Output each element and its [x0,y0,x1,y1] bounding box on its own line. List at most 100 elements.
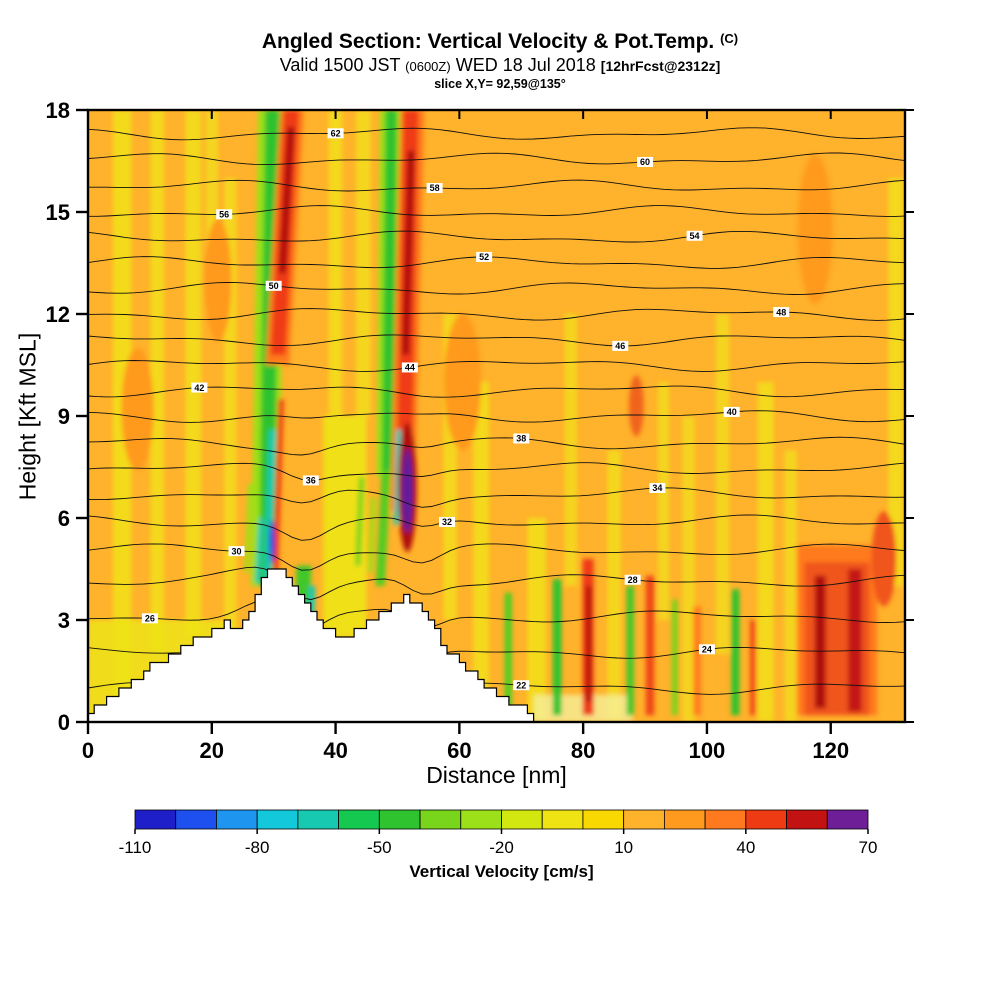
forecast-tag-text: [12hrFcst@2312z] [600,58,721,74]
velocity-blob [269,519,275,564]
y-tick-label: 6 [58,506,70,531]
chart-title-unit: (C) [720,31,739,46]
isentrope-label-box [624,574,641,585]
velocity-band [393,429,402,525]
isentrope-label-box [265,280,282,291]
velocity-blob [797,154,833,304]
isentrope-label: 50 [269,281,279,291]
y-tick-label: 0 [58,710,70,735]
isentrope-label: 34 [652,483,662,493]
colorbar-segment [623,809,665,830]
colorbar-tick-label: 10 [614,838,633,857]
isentrope-label: 22 [516,680,526,690]
colorbar-segment [460,809,502,830]
isentrope-line [88,230,905,243]
terrain-mask [88,568,540,722]
velocity-band [693,606,701,716]
colorbar-segment [541,809,584,830]
x-tick-label: 40 [323,738,347,763]
velocity-band [586,586,592,702]
isentrope-label-box [513,680,530,691]
valid-zulu-text: (0600Z) [405,59,451,74]
isentrope-line [88,334,905,347]
velocity-stripe [527,518,547,722]
isentrope-label-box [438,516,455,527]
colorbar-segment [501,809,543,830]
isentrope-layer: 22 24 26 28 30 32 34 36 38 40 42 44 46 48 50 52 54 56 58 60… [88,127,905,700]
isentrope-label: 28 [628,575,638,585]
velocity-blob [871,511,897,607]
isentrope-line [88,543,905,571]
isentrope-line [88,436,905,456]
isentrope-line [88,282,905,295]
isentrope-label-box [191,382,208,393]
x-tick-label: 120 [812,738,849,763]
velocity-stripe [607,450,621,722]
isentrope-label-box [228,546,245,557]
colorbar-segment [826,809,869,830]
x-tick-label: 100 [689,738,726,763]
colorbar-tick-label: -20 [489,838,514,857]
colorbar-segment [256,809,299,830]
isentrope-label-box [426,183,443,194]
velocity-stripe [472,382,490,705]
chart-title-text: Angled Section: Vertical Velocity & Pot.… [261,30,715,53]
velocity-band [731,589,740,716]
velocity-band [814,575,826,709]
velocity-band [375,470,391,586]
velocity-stripe [757,382,774,722]
velocity-band [552,579,562,716]
isentrope-line [88,514,905,541]
isentrope-label-box [401,362,418,373]
colorbar-segment [704,809,747,830]
isentrope-label: 62 [331,129,341,139]
colorbar-segment [134,809,177,830]
velocity-band [355,477,365,566]
isentrope-line [88,179,905,192]
y-tick-label: 9 [58,404,70,429]
chart-title: Angled Section: Vertical Velocity & Pot.… [0,30,1000,54]
velocity-fill-layer [88,110,905,722]
isentrope-label-box [686,230,703,241]
isentrope-label: 26 [145,613,155,623]
velocity-blob [121,348,154,471]
colorbar: -110 -80 -50 -20 10 40 70 [119,809,878,857]
isentrope-label-box [773,307,790,318]
x-tick-label: 0 [82,738,94,763]
valid-date-text: WED 18 Jul 2018 [455,55,596,75]
colorbar-segment [378,809,421,830]
velocity-band [367,497,376,573]
velocity-stripe [150,110,165,654]
isentrope-label-box [327,128,344,139]
isentrope-label: 32 [442,517,452,527]
isentrope-label-box [476,251,493,262]
y-axis-label: Height [Kft MSL] [14,332,41,501]
velocity-stripe [356,110,371,416]
isentrope-label: 58 [430,183,440,193]
isentrope-line [88,566,905,601]
valid-time-text: Valid 1500 JST [279,55,401,75]
velocity-stripe [682,416,695,722]
colorbar-tick-label: -50 [367,838,392,857]
y-tick-label: 18 [46,98,70,123]
isentrope-label: 36 [306,476,316,486]
isentrope-label: 52 [479,252,489,262]
velocity-blob [628,375,644,437]
colorbar-segment [582,809,625,830]
isentrope-label: 24 [702,644,712,654]
colorbar-tick-label: 70 [859,838,878,857]
isentrope-line [88,308,905,321]
y-tick-label: 15 [46,200,70,225]
velocity-band [671,599,678,716]
velocity-stripe [564,314,577,586]
velocity-stripe [185,110,202,637]
colorbar-segment [663,809,706,830]
x-tick-label: 20 [200,738,224,763]
isentrope-line [88,256,905,269]
velocity-stripe [715,314,730,654]
velocity-band [626,586,634,716]
colorbar-segment [216,809,258,830]
isentrope-label: 60 [640,157,650,167]
isentrope-label-box [612,340,629,351]
